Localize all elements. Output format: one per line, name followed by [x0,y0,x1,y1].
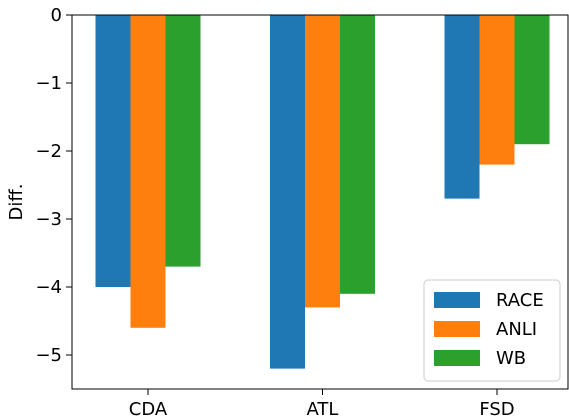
bar-wb-fsd [514,15,550,145]
bar-race-atl [270,15,305,369]
legend: RACE ANLI WB [423,279,561,382]
bar-anli-atl [305,15,340,308]
y-tick-label: −4 [35,277,62,298]
bar-anli-fsd [479,15,515,165]
legend-label-wb: WB [496,348,526,369]
y-axis-label: Diff. [6,184,27,221]
bar-wb-cda [165,15,201,267]
legend-label-anli: ANLI [496,319,537,340]
x-tick-label: FSD [479,399,514,419]
bar-race-fsd [444,15,480,199]
y-tick-label: −2 [35,141,62,162]
legend-swatch-anli [434,321,480,337]
x-tick-label: ATL [307,399,339,419]
bar-wb-atl [340,15,375,294]
y-tick-label: −3 [35,209,62,230]
axes-group: 0 −1 −2 −3 −4 −5 CDA ATL FSD [35,5,569,419]
bars-group [95,15,550,369]
legend-swatch-wb [434,350,480,366]
legend-label-race: RACE [496,290,544,311]
x-tick-label: CDA [129,399,168,419]
legend-swatch-race [434,292,480,308]
bar-race-cda [95,15,131,287]
y-tick-label: −1 [35,73,62,94]
plot-frame [71,14,569,390]
bar-anli-cda [130,15,166,328]
y-tick-label: 0 [51,5,62,26]
y-tick-label: −5 [35,345,62,366]
